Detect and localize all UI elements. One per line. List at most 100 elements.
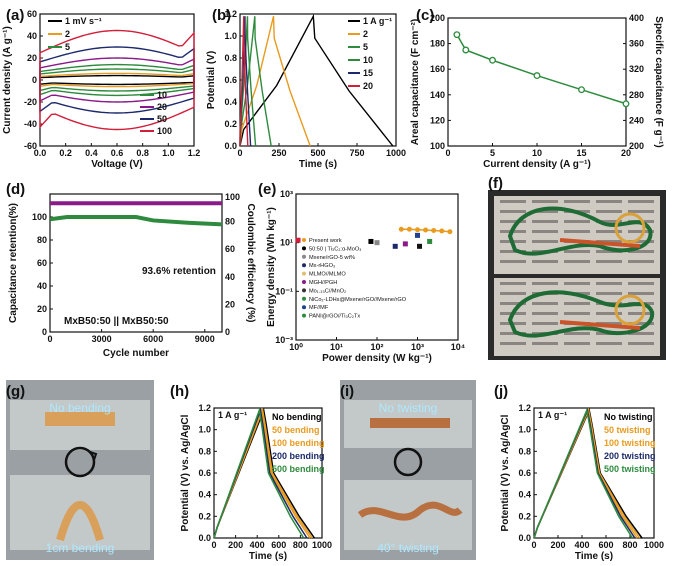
panel-label-c: (c) [416, 7, 434, 24]
photo-f-wire-bottom [559, 320, 641, 330]
x-tick-label-c: 15 [576, 148, 586, 158]
capacitance-point [533, 72, 541, 80]
x-axis-title-a: Voltage (V) [91, 159, 142, 170]
x-tick-label-a: 1.2 [188, 148, 201, 158]
photo-f-label-stripe [532, 302, 558, 305]
current-note-j: 1 A g⁻¹ [538, 410, 567, 420]
photo-f-label-stripe [532, 220, 558, 223]
photo-f-label-stripe [532, 282, 558, 285]
x-axis-title-c: Current density (A g⁻¹) [483, 159, 591, 170]
y-tick-label-a: -20 [24, 97, 37, 107]
y-tick-label-j: 0.8 [518, 446, 531, 456]
photo-f-label-stripe [596, 322, 622, 325]
panel-label-h: (h) [170, 383, 189, 400]
literature-point [295, 237, 301, 243]
photo-i-device-twisted [357, 501, 463, 521]
photo-f-label-stripe [532, 240, 558, 243]
x-tick-label-a: 0.6 [111, 148, 124, 158]
y-axis-title-e: Energy density (Wh kg⁻¹) [266, 207, 277, 327]
gcd-curve-j [533, 407, 634, 539]
y-tick-label-c: 120 [430, 115, 445, 125]
legend-label-e: Mx-rHGO₃ [309, 263, 335, 269]
photo-i-panel: No twisting 40° twisting [340, 380, 476, 560]
legend-label-b: 5 [363, 42, 368, 52]
photo-f-label-stripe [564, 302, 590, 305]
panel-label-a: (a) [6, 7, 24, 24]
photo-g-panel: No bending 1cm bending [6, 380, 154, 560]
photo-f-label-stripe [628, 322, 654, 325]
photo-f-label-stripe [628, 240, 654, 243]
panel-label-d: (d) [6, 181, 25, 198]
y-tick-label-b: 0.8 [224, 53, 237, 63]
photo-f-label-stripe [500, 210, 526, 213]
legend-label-j: 100 twisting [604, 438, 656, 448]
x-tick-label-b: 500 [310, 148, 325, 158]
photo-f-label-stripe [628, 230, 654, 233]
present-work-point [431, 228, 437, 233]
photo-f-label-stripe [500, 302, 526, 305]
gcd-curve-h [213, 407, 305, 539]
y-tick-label-h: 1.0 [198, 425, 211, 435]
photo-f-label-stripe [500, 220, 526, 223]
panel-label-j: (j) [494, 383, 508, 400]
x-tick-label-e: 10³ [411, 342, 424, 352]
capacitance-point [453, 31, 461, 39]
y-tick-label-j: 1.2 [518, 403, 531, 413]
y2-tick-label-d: 20 [225, 299, 235, 309]
x-tick-label-c: 0 [445, 148, 450, 158]
x-tick-label-h: 800 [293, 540, 308, 550]
literature-point [374, 240, 380, 246]
legend-marker-e [302, 280, 306, 284]
photo-f-label-stripe [532, 260, 558, 263]
photo-g-arrow-icon [89, 451, 98, 461]
retention-series [49, 215, 223, 227]
photo-f-label-stripe [564, 230, 590, 233]
legend-label-e: Present work [309, 238, 342, 244]
legend-marker-e [302, 296, 306, 301]
x-tick-label-d: 3000 [92, 334, 112, 344]
capacitance-point [622, 100, 630, 108]
current-note-h: 1 A g⁻¹ [218, 410, 247, 420]
x-tick-label-b: 1000 [386, 148, 406, 158]
y-tick-label-e: 10⁻¹ [275, 286, 293, 296]
legend-label-j: No twisting [604, 412, 653, 422]
present-work-point [447, 229, 453, 235]
legend-label-e: 50:50 | Ti₃C₂:α-MoO₃ [309, 246, 361, 252]
y-tick-label-c: 180 [430, 39, 445, 49]
x-tick-label-d: 0 [47, 334, 52, 344]
x-tick-label-a: 0.2 [59, 148, 72, 158]
x-tick-label-e: 10⁴ [451, 342, 465, 352]
legend-label-a: 100 [157, 126, 172, 136]
x-tick-label-e: 10¹ [330, 342, 343, 352]
photo-f-label-stripe [596, 240, 622, 243]
y-tick-label-h: 0.6 [198, 468, 211, 478]
capacitance-point [462, 46, 470, 54]
gcd-curve-1 [239, 13, 394, 147]
y-tick-label-a: -40 [24, 119, 37, 129]
y2-tick-label-c: 240 [629, 115, 644, 125]
y2-tick-label-c: 400 [629, 13, 644, 23]
x-tick-label-c: 10 [532, 148, 542, 158]
photo-f-label-stripe [596, 250, 622, 253]
y-tick-label-j: 1.0 [518, 425, 531, 435]
literature-point [392, 243, 398, 249]
x-tick-label-h: 600 [271, 540, 286, 550]
photo-f-device-bottom [507, 290, 655, 338]
x-tick-label-e: 10⁰ [289, 342, 303, 352]
photo-f-label-stripe [532, 230, 558, 233]
retention-annotation: 93.6% retention [142, 266, 216, 277]
legend-label-h: 50 bending [272, 425, 320, 435]
photo-f-label-stripe [628, 200, 654, 203]
y-tick-label-d: 100 [32, 212, 47, 222]
photo-f-label-stripe [596, 312, 622, 315]
legend-marker-e [302, 263, 306, 268]
x-axis-title-e: Power density (W kg⁻¹) [322, 353, 432, 364]
y-tick-label-c: 160 [430, 64, 445, 74]
y2-tick-label-c: 320 [629, 64, 644, 74]
y-axis-title-a: Current density (A g⁻¹) [2, 26, 13, 134]
photo-f-label-stripe [628, 282, 654, 285]
photo-g-rotate-icon [64, 446, 96, 478]
y2-axis-title-d: Coulombic efficiency (%) [245, 204, 256, 323]
y2-tick-label-d: 40 [225, 272, 235, 282]
